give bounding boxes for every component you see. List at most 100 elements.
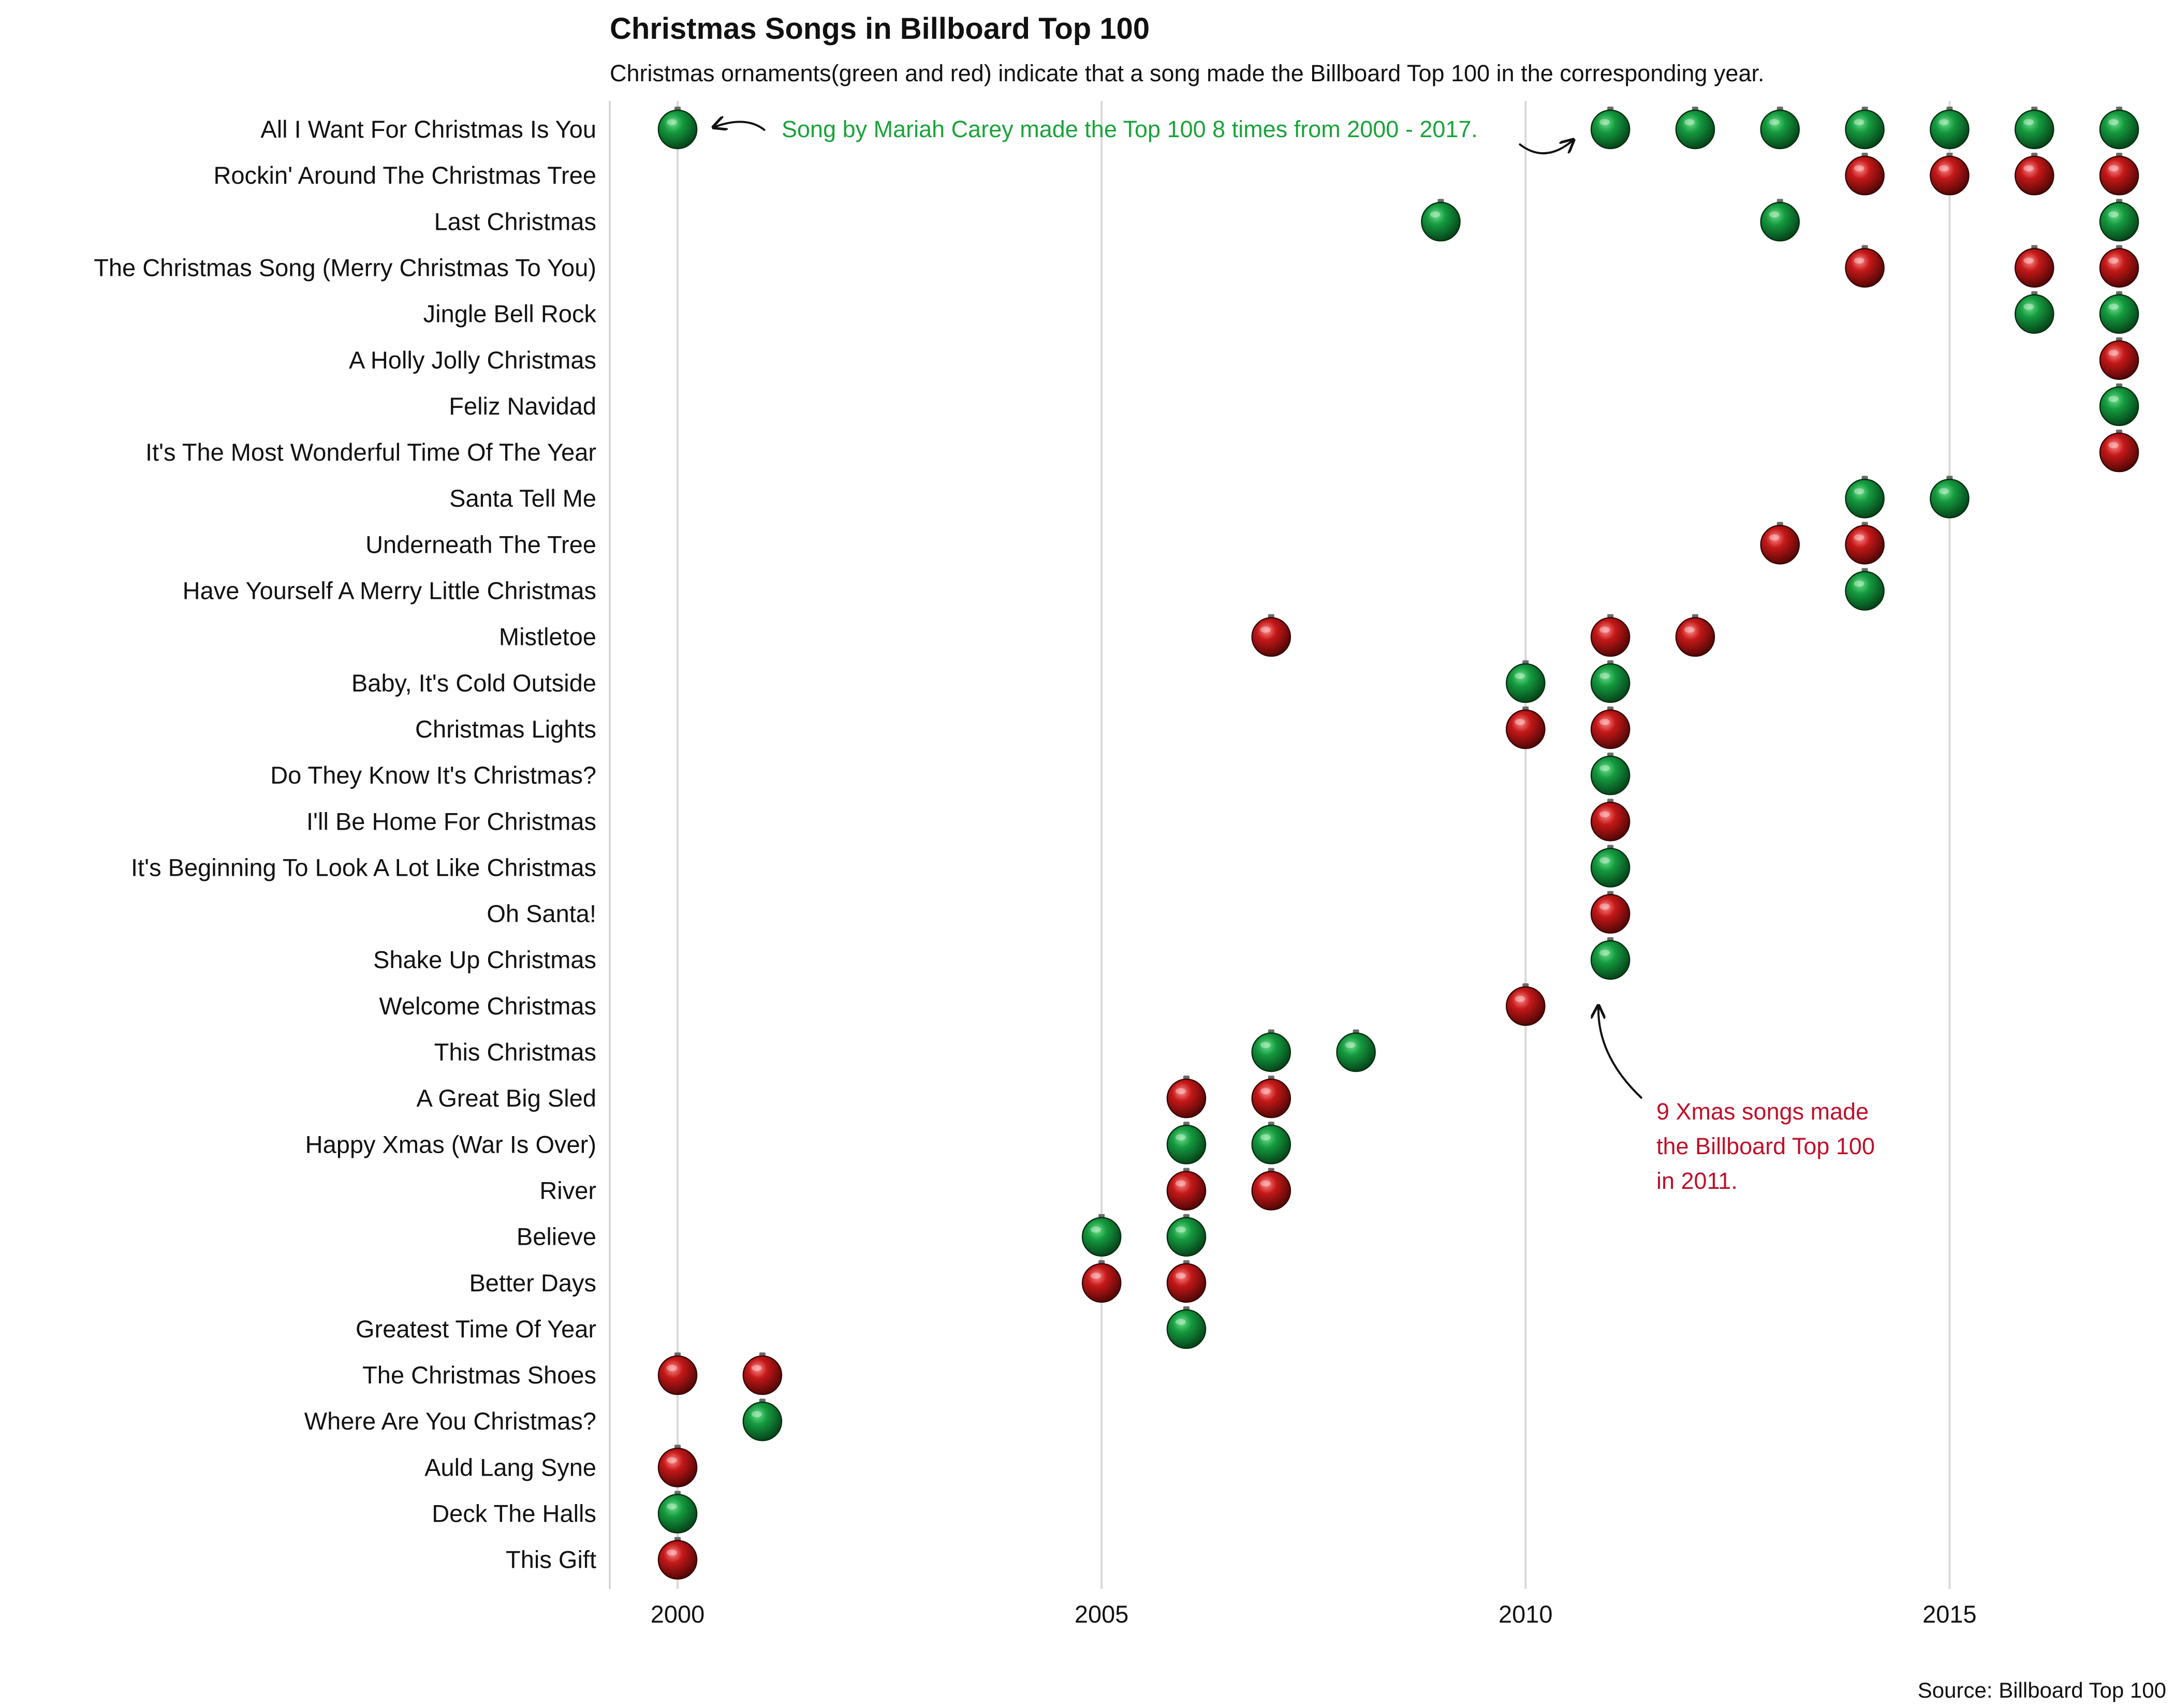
song-label: Feliz Navidad [449,392,596,420]
ornament-point [1760,107,1800,150]
x-axis-ticks: 2000 2005 2010 2015 [651,1600,1977,1628]
annotation-2011-line-2: the Billboard Top 100 [1656,1133,1875,1159]
ornament-point [1251,1076,1291,1118]
song-label: Have Yourself A Merry Little Christmas [183,577,596,605]
ornament-point [657,1537,698,1580]
x-tick-label-2000: 2000 [651,1600,705,1628]
ornament-point [1251,614,1291,657]
ornament-point [742,1352,783,1395]
x-tick-label-2010: 2010 [1499,1600,1553,1628]
song-label: It's Beginning To Look A Lot Like Christ… [131,853,596,881]
ornament-point [1506,660,1546,703]
ornament-point [1845,568,1885,611]
gridlines [677,101,1951,1589]
ornament-point [1336,1029,1376,1072]
song-label: Shake Up Christmas [373,946,596,974]
chart-subtitle: Christmas ornaments(green and red) indic… [610,60,1765,86]
song-label: The Christmas Song (Merry Christmas To Y… [94,254,596,281]
song-label: All I Want For Christmas Is You [260,115,596,143]
song-label: Where Are You Christmas? [304,1407,596,1435]
ornament-point [1166,1214,1207,1257]
ornament-point [1845,522,1885,565]
ornament-point [1930,107,1970,150]
ornament-point [2015,153,2054,196]
ornament-point [1590,614,1630,657]
song-label: Greatest Time Of Year [356,1315,596,1343]
song-label: Last Christmas [434,208,596,235]
ornament-point [2099,153,2139,196]
annotation-mariah-text: Song by Mariah Carey made the Top 100 8 … [782,116,1478,142]
ornament-point [2099,199,2139,242]
song-label: The Christmas Shoes [362,1361,596,1389]
ornament-point [2099,337,2139,380]
ornament-point [2015,245,2054,288]
ornament-point [1930,153,1970,196]
ornament-point [1166,1122,1207,1165]
annotation-2011-line-1: 9 Xmas songs made [1656,1098,1869,1125]
ornament-point [1590,799,1630,842]
song-labels: All I Want For Christmas Is You Rockin' A… [94,115,596,1573]
song-label: Underneath The Tree [365,531,596,558]
song-label: Mistletoe [499,623,596,651]
ornament-point [1251,1168,1291,1211]
ornament-point [1506,983,1546,1026]
song-label: Deck The Halls [432,1500,596,1527]
ornament-point [657,1445,698,1488]
x-tick-label-2005: 2005 [1075,1600,1129,1628]
ornament-point [1081,1214,1122,1257]
annotation-mariah-arrow-left [713,122,766,131]
song-label: Welcome Christmas [379,992,596,1020]
ornament-point [2099,107,2139,150]
ornament-point [1590,891,1630,934]
ornament-point [1590,937,1630,980]
song-label: I'll Be Home For Christmas [306,807,596,835]
ornament-point [1675,614,1715,657]
ornament-point [1590,753,1630,796]
song-label: A Great Big Sled [417,1084,596,1112]
ornament-point [1760,522,1800,565]
song-label: Baby, It's Cold Outside [351,669,596,697]
song-label: Oh Santa! [487,900,596,927]
song-label: Auld Lang Syne [424,1453,596,1481]
ornament-point [1845,153,1885,196]
song-label: Santa Tell Me [449,484,596,512]
song-label: Do They Know It's Christmas? [270,761,596,789]
ornament-point [1251,1029,1291,1072]
ornament-point [1845,476,1885,519]
ornament-point [1845,107,1885,150]
annotation-2011-line-3: in 2011. [1656,1168,1738,1194]
ornament-point [1251,1122,1291,1165]
chart-title: Christmas Songs in Billboard Top 100 [610,12,1150,46]
ornament-point [1166,1306,1207,1349]
ornament-point [2015,291,2054,334]
song-label: A Holly Jolly Christmas [349,346,596,374]
ornament-point [1930,476,1970,519]
ornament-point [2099,430,2139,473]
ornament-point [1675,107,1715,150]
ornament-point [657,107,698,150]
song-label: River [539,1176,596,1204]
ornament-point [742,1398,783,1441]
ornament-point [1590,107,1630,150]
ornament-point [2099,245,2139,288]
annotation-2011-arrow [1598,1006,1643,1099]
ornament-point [1590,845,1630,888]
ornament-point [1166,1076,1207,1118]
ornament-point [657,1491,698,1534]
ornament-point [2099,291,2139,334]
chart-source: Source: Billboard Top 100 [1918,1678,2166,1702]
ornament-points [657,107,2139,1580]
song-label: It's The Most Wonderful Time Of The Year [145,438,596,466]
ornament-point [1590,706,1630,749]
annotation-mariah-arrow-right [1518,140,1574,155]
song-label: Believe [517,1223,596,1250]
ornament-point [2099,383,2139,426]
ornament-point [657,1352,698,1395]
song-label: Better Days [469,1269,596,1297]
ornament-point [2015,107,2054,150]
ornament-point [1166,1260,1207,1303]
ornament-point [1760,199,1800,242]
ornament-point [1845,245,1885,288]
song-label: Rockin' Around The Christmas Tree [213,161,596,189]
